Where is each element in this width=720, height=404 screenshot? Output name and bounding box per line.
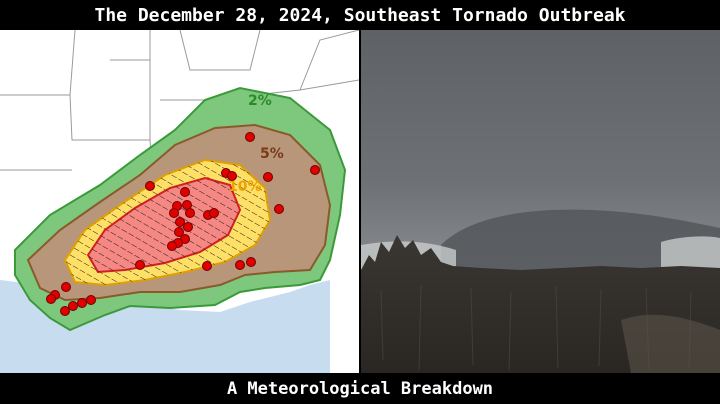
tornado-report-dot (246, 257, 256, 267)
tornado-report-dot (202, 261, 212, 271)
tornado-report-dot (227, 171, 237, 181)
storm-sky-icon (361, 30, 720, 373)
tornado-report-dot (135, 260, 145, 270)
tornado-report-dot (77, 298, 87, 308)
label-10-percent: 10% (228, 179, 262, 195)
tornado-report-dot (235, 260, 245, 270)
tornado-report-dot (60, 306, 70, 316)
tornado-reports (46, 132, 320, 316)
tornado-report-dot (167, 241, 177, 251)
risk-map-svg: 2% 5% 10% (0, 30, 359, 373)
label-5-percent: 5% (260, 146, 284, 162)
tornado-report-dot (61, 282, 71, 292)
tornado-report-dot (68, 301, 78, 311)
tornado-report-dot (46, 294, 56, 304)
tornado-report-dot (174, 227, 184, 237)
tornado-risk-map: 2% 5% 10% (0, 30, 359, 373)
tornado-report-dot (175, 217, 185, 227)
storm-photo (361, 30, 720, 373)
significant-hatch-inner (88, 178, 240, 272)
page-subtitle: A Meteorological Breakdown (0, 373, 720, 404)
page-title: The December 28, 2024, Southeast Tornado… (0, 0, 720, 30)
tornado-report-dot (310, 165, 320, 175)
tornado-report-dot (183, 222, 193, 232)
wall-cloud (441, 209, 720, 270)
tornado-report-dot (185, 208, 195, 218)
panel-divider (359, 30, 361, 373)
tornado-report-dot (274, 204, 284, 214)
label-2-percent: 2% (248, 93, 272, 109)
forest-texture (380, 284, 692, 371)
tornado-report-dot (245, 132, 255, 142)
tornado-report-dot (169, 208, 179, 218)
hillside-highlight (621, 314, 720, 373)
tornado-report-dot (180, 187, 190, 197)
tornado-report-dot (86, 295, 96, 305)
tornado-report-dot (263, 172, 273, 182)
tornado-report-dot (145, 181, 155, 191)
tornado-report-dot (209, 208, 219, 218)
